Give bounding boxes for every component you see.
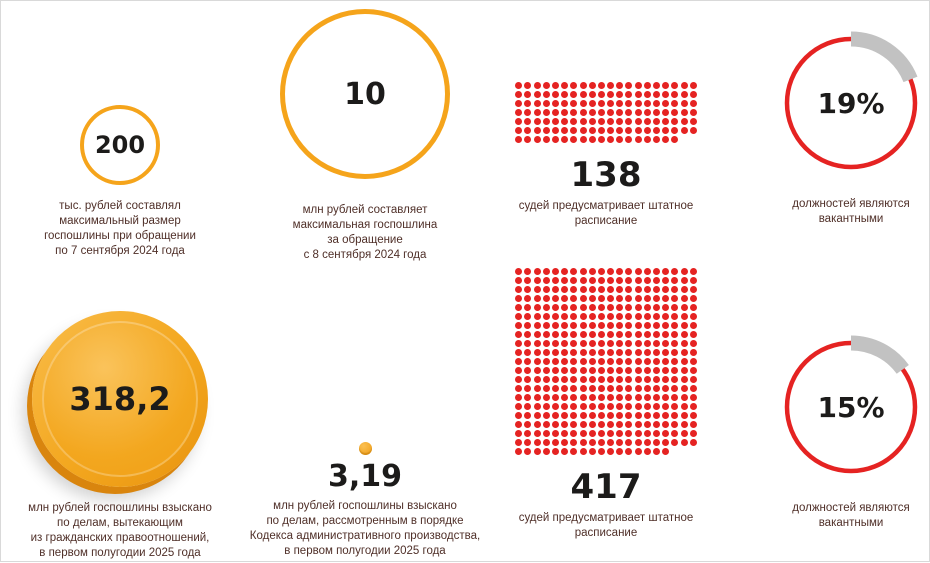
coin-icon: 318,2: [32, 311, 208, 487]
stat-caption: судей предусматривает штатное расписание: [518, 200, 694, 227]
stat-value: 417: [570, 467, 642, 507]
dot-matrix-icon: [515, 82, 697, 143]
dot-matrix-icon: [515, 268, 697, 455]
panel-staff-138: 138 судей предусматривает штатное распис…: [491, 1, 721, 267]
coin-small-icon: [358, 442, 372, 455]
stat-value: 318,2: [69, 380, 171, 418]
stat-value: 3,19: [327, 459, 403, 494]
panel-max-fee-after: 10 млн рублей составляет максимальная го…: [239, 1, 491, 267]
stat-value: 200: [94, 131, 146, 159]
panel-max-fee-before: 200 тыс. рублей составлял максимальный р…: [1, 1, 239, 267]
circle-stat-icon: 10: [280, 9, 450, 179]
stat-caption: млн рублей госпошлины взыскано по делам,…: [28, 502, 212, 559]
stat-value: 19%: [817, 86, 885, 120]
panel-fees-civil: 318,2 млн рублей госпошлины взыскано по …: [1, 267, 239, 563]
stat-caption: судей предусматривает штатное расписание: [518, 512, 694, 539]
stat-value: 10: [344, 76, 386, 112]
stat-caption: должностей являются вакантными: [792, 198, 910, 225]
donut-chart: 19%: [773, 25, 929, 181]
panel-vacancy-19: 19% должностей являются вакантными: [721, 1, 930, 267]
stat-caption: должностей являются вакантными: [792, 502, 910, 529]
stat-caption: млн рублей госпошлины взыскано по делам,…: [249, 500, 481, 557]
stat-caption: тыс. рублей составлял максимальный разме…: [44, 200, 196, 257]
coin-face: 318,2: [42, 321, 198, 477]
donut-chart: 15%: [773, 329, 929, 485]
circle-stat-icon: 200: [80, 105, 160, 185]
panel-fees-admin: 3,19 млн рублей госпошлины взыскано по д…: [239, 267, 491, 563]
panel-staff-417: 417 судей предусматривает штатное распис…: [491, 267, 721, 563]
stat-caption: млн рублей составляет максимальная госпо…: [292, 204, 438, 261]
stat-value: 138: [570, 155, 642, 195]
stat-value: 15%: [817, 390, 885, 424]
panel-vacancy-15: 15% должностей являются вакантными: [721, 267, 930, 563]
